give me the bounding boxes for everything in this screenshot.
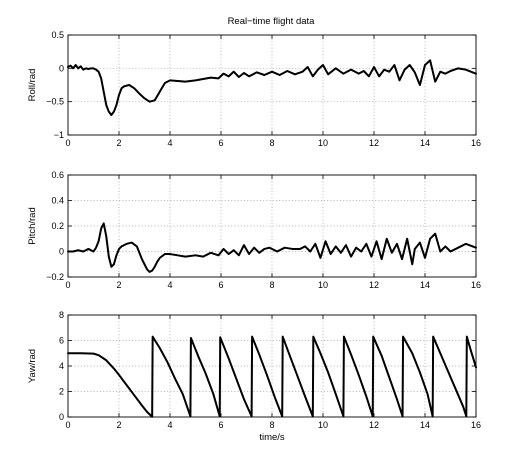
yaw-x-tick-label: 0	[65, 420, 70, 430]
roll-panel: 0 2 4 6 8 10 12 14 16 −1 −0.5 0 0.5 Roll/rad	[27, 30, 481, 148]
roll-y-tick-label: 0.5	[51, 30, 64, 40]
yaw-y-tick-label: 2	[59, 387, 64, 397]
pitch-y-tick-label: −0.2	[46, 272, 64, 282]
yaw-y-axis-label: Yaw/rad	[27, 349, 38, 383]
yaw-x-axis-label: time/s	[259, 432, 285, 443]
pitch-x-tick-label: 12	[369, 280, 379, 290]
pitch-x-tick-label: 8	[269, 280, 274, 290]
pitch-y-tick-label: 0.6	[51, 170, 64, 180]
roll-x-tick-label: 10	[318, 138, 328, 148]
roll-y-axis-label: Roll/rad	[27, 69, 38, 102]
subplot-panels: 0 2 4 6 8 10 12 14 16 −1 −0.5 0 0.5 Roll/rad 0 2 4 6 8 10 12…	[27, 30, 481, 443]
roll-x-tick-label: 16	[471, 138, 481, 148]
yaw-x-tick-label: 6	[218, 420, 223, 430]
yaw-panel: 0 2 4 6 8 10 12 14 16 0 2 4 6 8 Yaw/rad time/s	[27, 310, 481, 443]
yaw-y-tick-label: 6	[59, 336, 64, 346]
pitch-x-tick-label: 2	[116, 280, 121, 290]
pitch-x-tick-label: 6	[218, 280, 223, 290]
pitch-x-tick-label: 16	[471, 280, 481, 290]
pitch-y-axis-label: Pitch/rad	[27, 207, 38, 245]
roll-y-tick-label: 0	[59, 63, 64, 73]
roll-y-tick-label: −1	[54, 130, 64, 140]
yaw-x-tick-label: 14	[420, 420, 430, 430]
roll-y-tick-label: −0.5	[46, 97, 64, 107]
yaw-x-tick-label: 4	[167, 420, 172, 430]
roll-x-tick-label: 14	[420, 138, 430, 148]
pitch-y-tick-label: 0	[59, 247, 64, 257]
yaw-x-tick-label: 2	[116, 420, 121, 430]
pitch-x-tick-label: 14	[420, 280, 430, 290]
figure-title: Real−time flight data	[228, 16, 316, 27]
pitch-x-tick-label: 10	[318, 280, 328, 290]
yaw-y-tick-label: 8	[59, 310, 64, 320]
yaw-x-tick-label: 8	[269, 420, 274, 430]
roll-x-tick-label: 2	[116, 138, 121, 148]
pitch-y-tick-label: 0.2	[51, 221, 64, 231]
yaw-y-tick-label: 4	[59, 361, 64, 371]
roll-x-tick-label: 6	[218, 138, 223, 148]
yaw-x-tick-label: 10	[318, 420, 328, 430]
yaw-y-tick-label: 0	[59, 412, 64, 422]
pitch-x-tick-label: 0	[65, 280, 70, 290]
pitch-y-tick-label: 0.4	[51, 196, 64, 206]
roll-x-tick-label: 0	[65, 138, 70, 148]
pitch-x-tick-label: 4	[167, 280, 172, 290]
yaw-x-tick-label: 16	[471, 420, 481, 430]
roll-x-tick-label: 8	[269, 138, 274, 148]
roll-series-line	[67, 59, 477, 116]
yaw-x-tick-label: 12	[369, 420, 379, 430]
pitch-series-line	[67, 222, 477, 273]
roll-x-tick-label: 4	[167, 138, 172, 148]
roll-x-tick-label: 12	[369, 138, 379, 148]
